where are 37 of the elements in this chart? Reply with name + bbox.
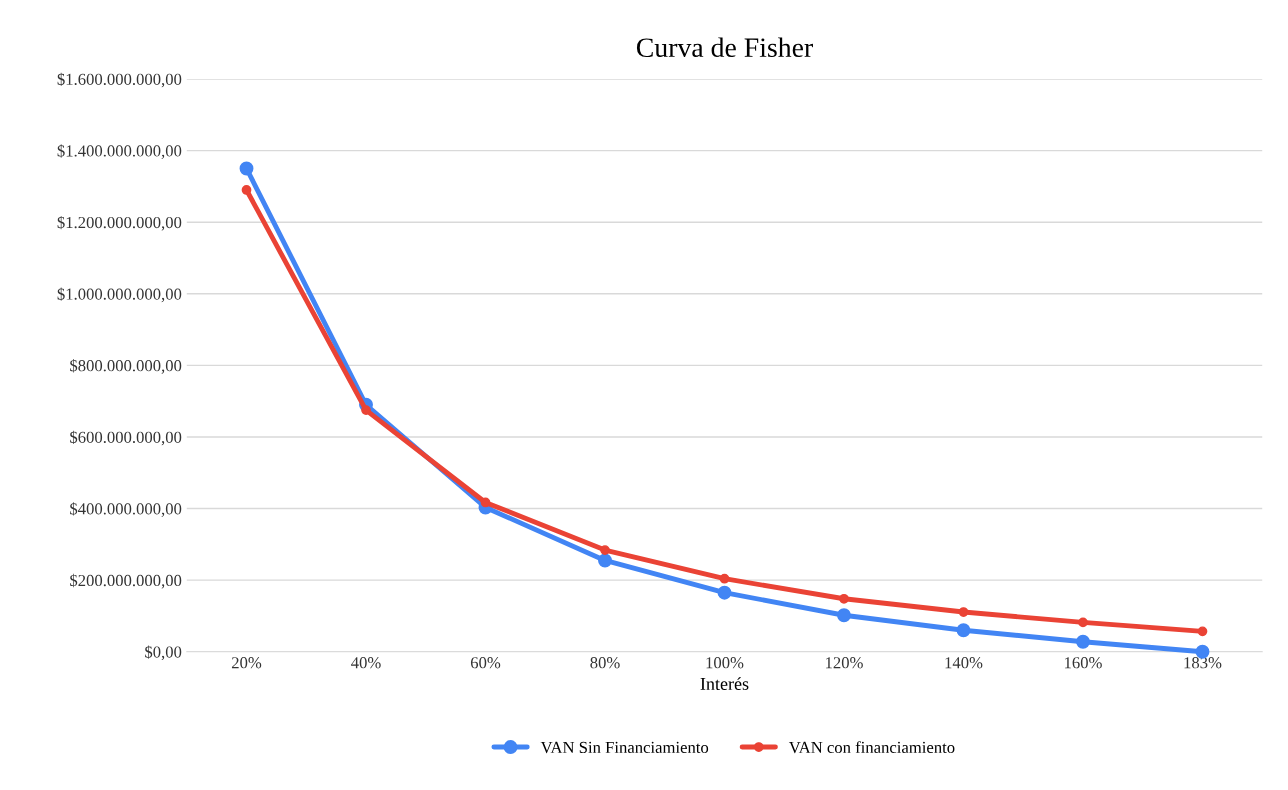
point xyxy=(598,553,612,568)
y-tick-label: $600.000.000,00 xyxy=(70,430,182,446)
legend-label: VAN Sin Financiamiento xyxy=(540,741,709,754)
y-tick-label: $1.000.000.000,00 xyxy=(57,287,182,303)
y-tick-label: $1.400.000.000,00 xyxy=(57,144,182,159)
point xyxy=(239,161,254,176)
point xyxy=(1197,626,1208,637)
x-tick-label: 183% xyxy=(1184,657,1222,669)
point xyxy=(1078,617,1088,628)
y-tick-label: $0,00 xyxy=(145,645,182,661)
point xyxy=(956,623,971,638)
point xyxy=(361,405,371,415)
y-tick-label: $800.000.000,00 xyxy=(70,359,182,374)
point xyxy=(717,585,732,600)
point xyxy=(719,573,730,584)
point xyxy=(839,593,849,604)
x-tick-label: 160% xyxy=(1065,657,1102,669)
y-tick-label: $1.200.000.000,00 xyxy=(57,215,182,231)
x-tick-label: 40% xyxy=(351,657,381,669)
point xyxy=(837,608,851,623)
y-tick-label: $1.600.000.000,00 xyxy=(57,72,182,88)
point xyxy=(600,545,610,555)
point xyxy=(958,607,969,617)
chart-title: Curva de Fisher xyxy=(636,37,813,58)
x-tick-label: 20% xyxy=(231,657,262,669)
x-tick-label: 140% xyxy=(945,657,983,669)
point xyxy=(1076,634,1090,649)
y-tick-label: $400.000.000,00 xyxy=(70,502,182,517)
x-axis-title: Interés xyxy=(700,677,749,690)
y-tick-label: $200.000.000,00 xyxy=(70,573,182,589)
x-tick-label: 120% xyxy=(826,657,863,669)
point xyxy=(241,185,252,195)
x-tick-label: 80% xyxy=(590,657,620,669)
x-tick-label: 100% xyxy=(706,657,744,669)
legend-label: VAN con financiamiento xyxy=(788,741,955,754)
x-tick-label: 60% xyxy=(470,657,501,669)
point xyxy=(480,497,491,508)
